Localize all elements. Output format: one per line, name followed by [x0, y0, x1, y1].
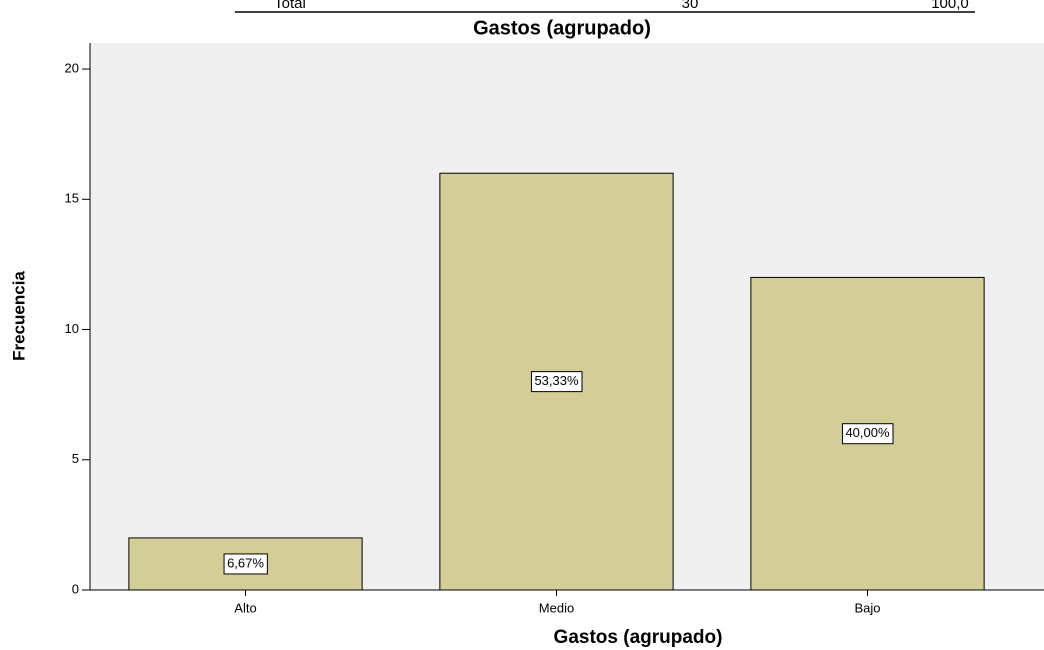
- y-tick-label: 15: [65, 191, 79, 206]
- x-axis-label: Gastos (agrupado): [554, 627, 723, 648]
- x-tick-label: Alto: [234, 600, 256, 615]
- y-tick-label: 20: [65, 60, 79, 75]
- y-tick-label: 10: [65, 321, 79, 336]
- table-cell: Total: [274, 0, 306, 12]
- y-tick-label: 5: [72, 451, 79, 466]
- value-label: 6,67%: [227, 555, 264, 570]
- y-tick-label: 0: [72, 581, 79, 596]
- chart-title: Gastos (agrupado): [473, 17, 651, 39]
- table-cell: 30: [682, 0, 699, 12]
- value-label: 40,00%: [845, 425, 890, 440]
- value-label-box: [223, 553, 268, 575]
- table-cell: 100,0: [931, 0, 969, 12]
- x-tick-label: Bajo: [854, 600, 880, 615]
- value-label-box: [841, 423, 894, 445]
- x-tick-label: Medio: [539, 600, 574, 615]
- value-label-box: [530, 371, 583, 393]
- value-label: 53,33%: [534, 373, 579, 388]
- y-axis-label: Frecuencia: [9, 271, 28, 361]
